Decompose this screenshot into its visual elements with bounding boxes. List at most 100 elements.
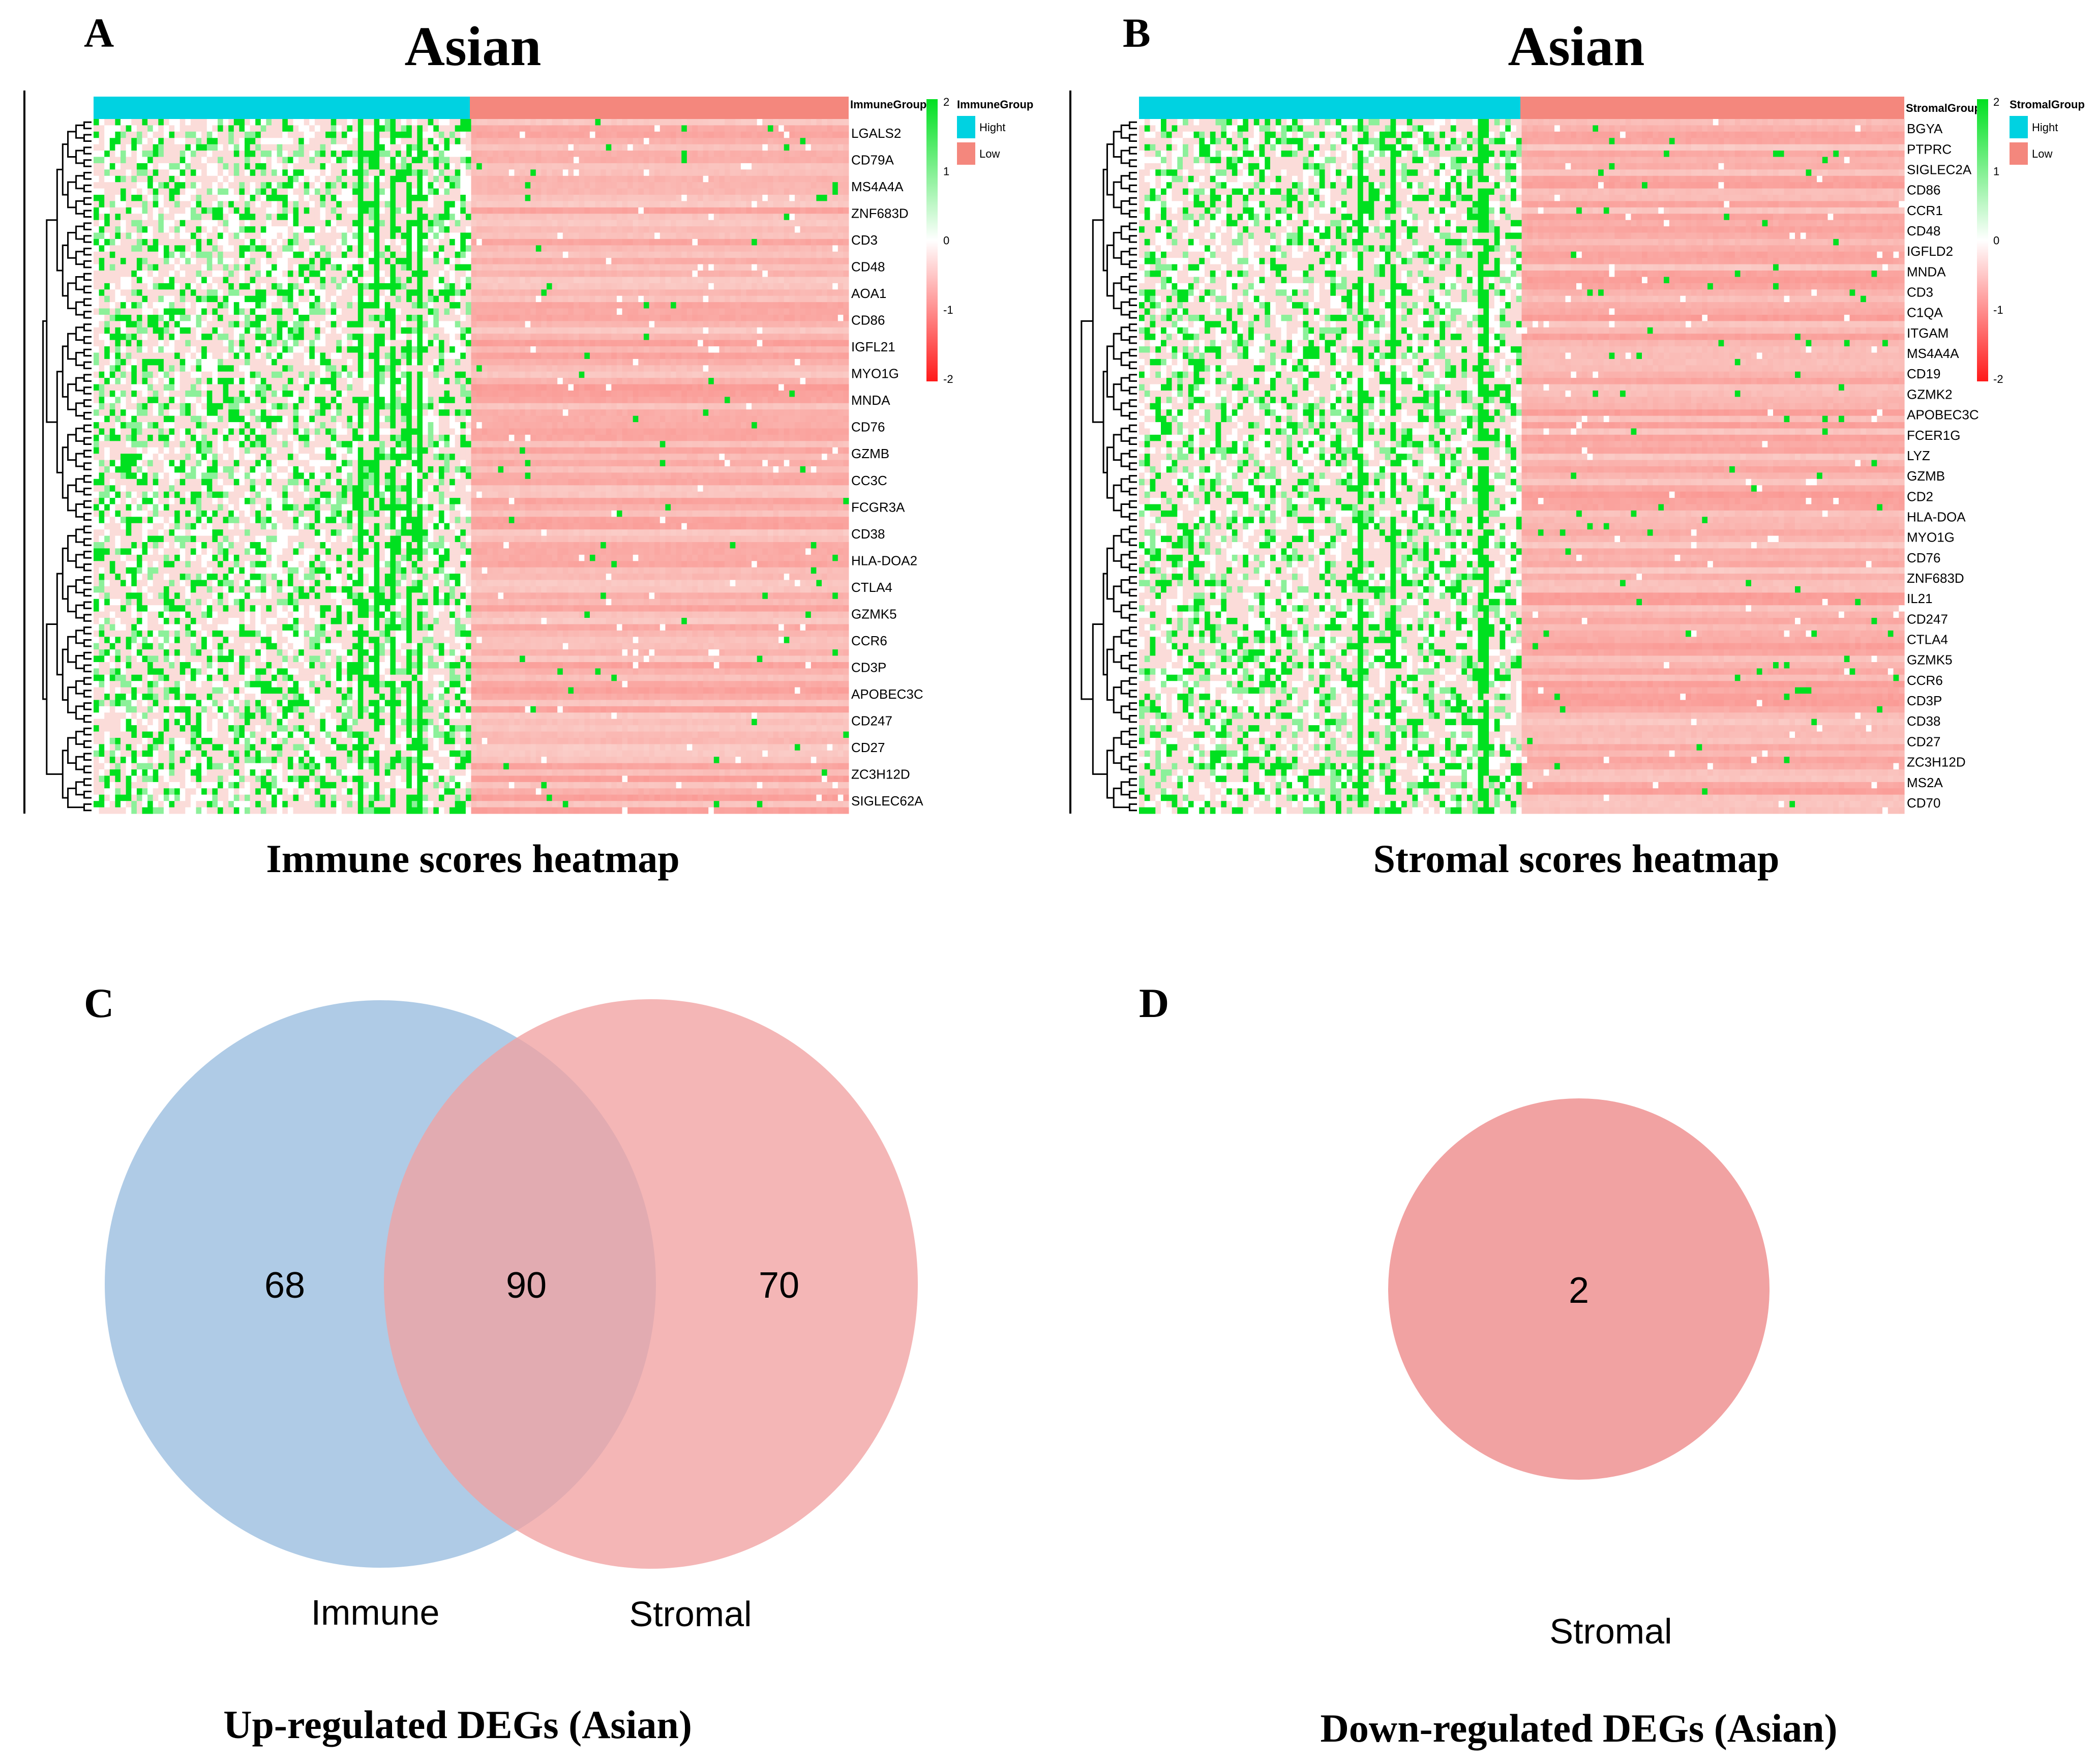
heatmap-cell <box>547 321 553 328</box>
heatmap-cell <box>730 138 736 145</box>
heatmap-cell <box>767 226 773 233</box>
heatmap-cell <box>136 251 142 258</box>
heatmap-cell <box>832 201 838 208</box>
heatmap-cell <box>153 201 159 208</box>
heatmap-cell <box>169 232 175 240</box>
heatmap-cell <box>223 138 229 145</box>
heatmap-cell <box>476 289 483 296</box>
heatmap-cell <box>638 214 644 221</box>
heatmap-cell <box>115 232 121 240</box>
heatmap-cell <box>778 251 785 258</box>
heatmap-cell <box>703 201 709 208</box>
heatmap-cell <box>341 157 347 164</box>
heatmap-cell <box>94 251 100 258</box>
heatmap-cell <box>228 163 234 170</box>
heatmap-cell <box>352 125 358 132</box>
heatmap-cell <box>757 327 763 334</box>
heatmap-cell <box>401 340 407 347</box>
heatmap-cell <box>228 238 234 246</box>
heatmap-cell <box>293 195 299 201</box>
heatmap-cell <box>277 295 283 303</box>
heatmap-cell <box>794 277 800 284</box>
heatmap-cell <box>649 144 655 151</box>
heatmap-cell <box>390 163 396 170</box>
heatmap-cell <box>805 321 812 328</box>
heatmap-cell <box>147 295 154 303</box>
heatmap-cell <box>417 264 423 271</box>
heatmap-cell <box>379 214 385 221</box>
heatmap-cell <box>627 214 634 221</box>
heatmap-cell <box>562 289 568 296</box>
heatmap-cell <box>784 264 790 271</box>
heatmap-cell <box>341 271 347 277</box>
heatmap-cell <box>794 182 800 189</box>
heatmap-cell <box>396 334 402 341</box>
heatmap-cell <box>396 201 402 208</box>
heatmap-cell <box>654 232 661 240</box>
heatmap-cell <box>676 308 682 315</box>
heatmap-cell <box>692 188 698 195</box>
heatmap-cell <box>508 188 515 195</box>
heatmap-cell <box>282 238 288 246</box>
heatmap-cell <box>686 163 693 170</box>
heatmap-cell <box>379 238 385 246</box>
heatmap-cell <box>352 175 358 183</box>
heatmap-cell <box>654 251 661 258</box>
heatmap-cell <box>115 138 121 145</box>
heatmap-cell <box>325 264 332 271</box>
heatmap-cell <box>514 321 520 328</box>
heatmap-cell <box>428 163 434 170</box>
heatmap-cell <box>314 271 320 277</box>
heatmap-cell <box>843 195 849 201</box>
heatmap-cell <box>147 188 154 195</box>
heatmap-cell <box>535 315 542 321</box>
heatmap-cell <box>201 245 207 252</box>
heatmap-cell <box>508 119 515 126</box>
heatmap-cell <box>530 157 536 164</box>
heatmap-cell <box>352 315 358 321</box>
heatmap-cell <box>352 289 358 296</box>
heatmap-cell <box>282 195 288 201</box>
heatmap-cell <box>595 175 601 183</box>
heatmap-cell <box>692 207 698 214</box>
heatmap-cell <box>498 258 504 265</box>
heatmap-cell <box>223 238 229 246</box>
heatmap-cell <box>331 201 337 208</box>
heatmap-cell <box>272 327 278 334</box>
heatmap-cell <box>465 201 471 208</box>
heatmap-cell <box>109 207 115 214</box>
heatmap-cell <box>147 125 154 132</box>
heatmap-cell <box>147 238 154 246</box>
heatmap-cell <box>147 340 154 347</box>
heatmap-cell <box>357 201 364 208</box>
heatmap-cell <box>794 327 800 334</box>
heatmap-cell <box>190 315 196 321</box>
heatmap-cell <box>638 295 644 303</box>
heatmap-cell <box>535 175 542 183</box>
heatmap-cell <box>374 125 380 132</box>
heatmap-cell <box>341 251 347 258</box>
heatmap-cell <box>827 214 833 221</box>
heatmap-cell <box>692 232 698 240</box>
heatmap-cell <box>255 131 261 138</box>
heatmap-cell <box>104 334 110 341</box>
heatmap-cell <box>411 163 417 170</box>
heatmap-cell <box>374 169 380 176</box>
heatmap-cell <box>601 201 607 208</box>
heatmap-cell <box>767 163 773 170</box>
heatmap-cell <box>508 327 515 334</box>
heatmap-cell <box>805 295 812 303</box>
heatmap-cell <box>654 295 661 303</box>
heatmap-cell <box>649 195 655 201</box>
heatmap-cell <box>805 175 812 183</box>
heatmap-cell <box>287 188 293 195</box>
heatmap-cell <box>444 327 450 334</box>
heatmap-cell <box>719 138 725 145</box>
heatmap-cell <box>843 144 849 151</box>
heatmap-cell <box>703 182 709 189</box>
heatmap-cell <box>444 321 450 328</box>
heatmap-cell <box>535 138 542 145</box>
heatmap-cell <box>487 277 493 284</box>
heatmap-cell <box>681 226 687 233</box>
heatmap-cell <box>174 295 181 303</box>
